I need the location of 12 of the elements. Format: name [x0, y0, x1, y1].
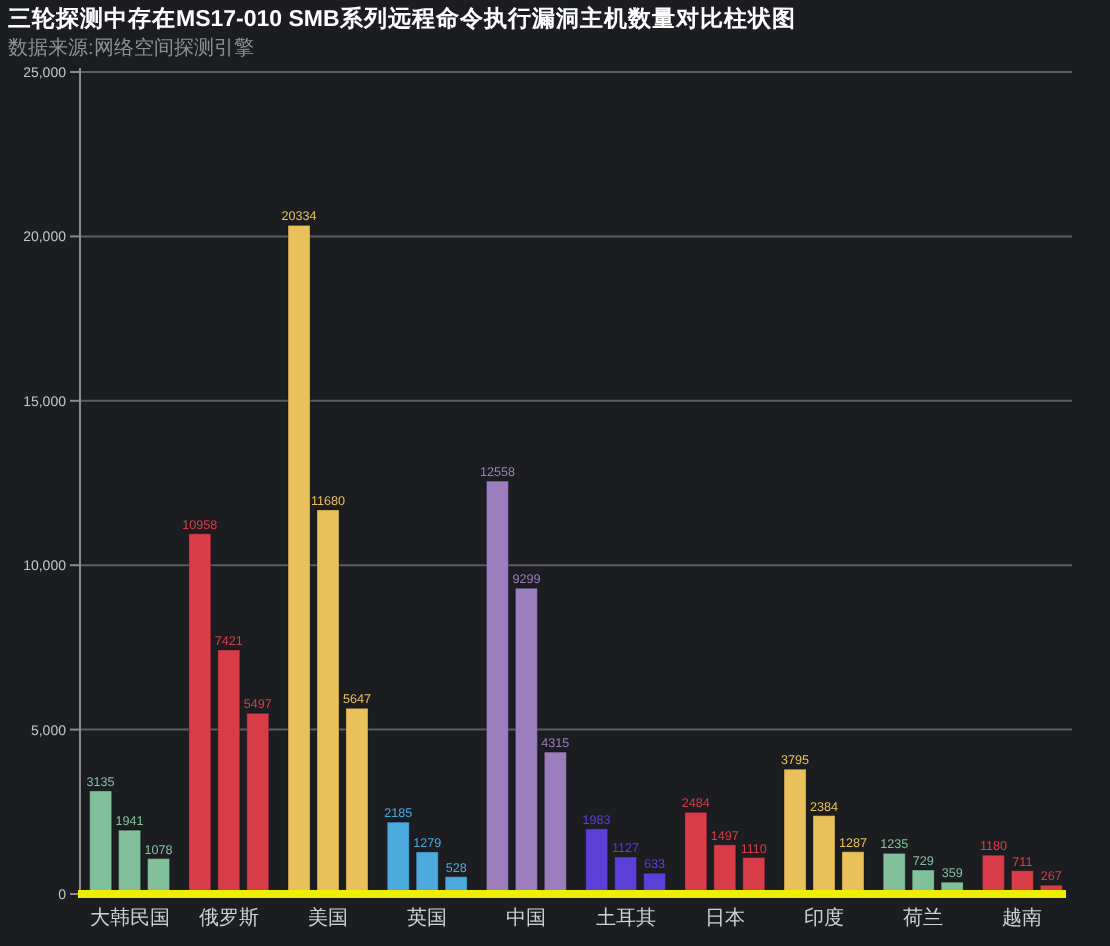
x-tick-label: 英国	[407, 908, 448, 930]
x-tick-label: 大韩民国	[89, 908, 170, 930]
x-tick-label: 越南	[1002, 908, 1043, 930]
x-tick-label: 荷兰	[903, 908, 944, 930]
x-tick-label: 俄罗斯	[198, 908, 259, 930]
x-tick-label: 印度	[804, 908, 844, 930]
x-tick-label: 中国	[506, 908, 547, 930]
title: 三轮探测中存在MS17-010 SMB系列远程命令执行漏洞主机数量对比柱状图	[8, 8, 796, 32]
subtitle: 数据来源:网络空间探测引擎	[8, 38, 254, 60]
x-tick-label: 日本	[704, 908, 745, 930]
x-tick-label: 土耳其	[595, 908, 656, 930]
x-tick-label: 美国	[308, 908, 348, 930]
